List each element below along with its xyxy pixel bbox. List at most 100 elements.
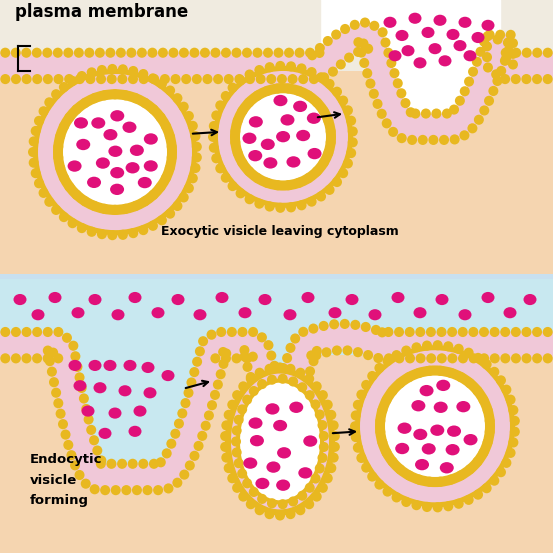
Circle shape bbox=[248, 327, 258, 337]
Ellipse shape bbox=[307, 148, 321, 159]
Circle shape bbox=[318, 390, 328, 400]
Circle shape bbox=[173, 478, 182, 488]
Circle shape bbox=[77, 383, 87, 393]
Circle shape bbox=[309, 74, 319, 84]
Ellipse shape bbox=[395, 30, 409, 41]
Circle shape bbox=[414, 368, 424, 378]
Circle shape bbox=[161, 173, 171, 183]
Circle shape bbox=[227, 400, 237, 410]
Ellipse shape bbox=[93, 382, 107, 393]
Circle shape bbox=[353, 347, 363, 357]
Circle shape bbox=[458, 327, 468, 337]
Circle shape bbox=[353, 47, 363, 57]
Circle shape bbox=[53, 152, 63, 163]
Circle shape bbox=[55, 131, 65, 142]
Circle shape bbox=[267, 374, 277, 385]
Circle shape bbox=[204, 410, 214, 420]
Circle shape bbox=[317, 420, 327, 430]
Circle shape bbox=[493, 34, 503, 44]
Circle shape bbox=[22, 327, 32, 337]
Circle shape bbox=[319, 72, 329, 82]
Circle shape bbox=[511, 353, 521, 363]
Circle shape bbox=[371, 325, 381, 335]
Circle shape bbox=[346, 116, 356, 126]
Ellipse shape bbox=[144, 160, 158, 171]
Circle shape bbox=[304, 499, 314, 509]
Circle shape bbox=[202, 74, 212, 84]
Circle shape bbox=[426, 353, 436, 363]
Circle shape bbox=[248, 352, 258, 362]
Circle shape bbox=[463, 495, 474, 505]
Circle shape bbox=[472, 57, 482, 67]
Ellipse shape bbox=[88, 360, 102, 371]
Circle shape bbox=[155, 182, 165, 192]
Circle shape bbox=[460, 86, 469, 96]
Circle shape bbox=[298, 327, 308, 337]
Circle shape bbox=[117, 459, 127, 469]
Circle shape bbox=[198, 336, 208, 346]
Circle shape bbox=[482, 52, 492, 62]
Circle shape bbox=[164, 483, 174, 493]
Ellipse shape bbox=[231, 374, 329, 509]
FancyBboxPatch shape bbox=[0, 279, 553, 553]
Circle shape bbox=[232, 483, 242, 493]
Circle shape bbox=[363, 350, 373, 360]
Circle shape bbox=[356, 453, 366, 463]
Circle shape bbox=[213, 66, 353, 208]
Circle shape bbox=[382, 118, 392, 128]
Circle shape bbox=[33, 69, 197, 235]
Circle shape bbox=[478, 395, 488, 405]
Circle shape bbox=[69, 341, 79, 351]
Circle shape bbox=[491, 69, 501, 80]
Circle shape bbox=[194, 441, 204, 451]
Circle shape bbox=[288, 497, 298, 507]
Circle shape bbox=[373, 353, 383, 363]
Circle shape bbox=[138, 459, 148, 469]
Circle shape bbox=[278, 363, 288, 373]
Circle shape bbox=[338, 96, 348, 106]
Circle shape bbox=[165, 131, 175, 142]
Circle shape bbox=[489, 327, 499, 337]
Circle shape bbox=[429, 135, 439, 145]
Circle shape bbox=[249, 487, 259, 497]
Ellipse shape bbox=[126, 162, 139, 174]
Circle shape bbox=[232, 425, 242, 436]
Circle shape bbox=[208, 132, 218, 142]
Ellipse shape bbox=[71, 307, 85, 319]
Circle shape bbox=[359, 58, 369, 68]
Circle shape bbox=[496, 375, 506, 385]
Circle shape bbox=[211, 153, 221, 163]
Circle shape bbox=[246, 499, 256, 509]
Circle shape bbox=[315, 43, 325, 53]
Circle shape bbox=[483, 405, 493, 415]
Circle shape bbox=[273, 369, 283, 380]
Circle shape bbox=[346, 148, 356, 158]
Circle shape bbox=[485, 427, 495, 437]
Circle shape bbox=[505, 30, 516, 40]
Circle shape bbox=[75, 74, 85, 84]
Circle shape bbox=[401, 497, 411, 507]
Circle shape bbox=[81, 404, 91, 414]
Circle shape bbox=[377, 437, 387, 447]
Circle shape bbox=[131, 201, 140, 211]
Ellipse shape bbox=[263, 157, 278, 169]
Circle shape bbox=[383, 48, 393, 58]
Circle shape bbox=[306, 67, 317, 77]
Circle shape bbox=[237, 106, 247, 116]
Circle shape bbox=[157, 79, 167, 89]
Circle shape bbox=[242, 395, 252, 405]
Circle shape bbox=[367, 472, 377, 482]
Circle shape bbox=[340, 24, 350, 34]
Circle shape bbox=[227, 327, 237, 337]
Circle shape bbox=[278, 368, 288, 378]
Circle shape bbox=[221, 348, 231, 358]
Circle shape bbox=[395, 465, 405, 474]
Circle shape bbox=[444, 341, 453, 351]
Circle shape bbox=[521, 327, 531, 337]
Circle shape bbox=[489, 476, 499, 486]
Circle shape bbox=[192, 152, 202, 163]
Circle shape bbox=[361, 462, 371, 473]
Circle shape bbox=[495, 30, 505, 40]
Circle shape bbox=[11, 353, 21, 363]
FancyBboxPatch shape bbox=[0, 279, 553, 355]
